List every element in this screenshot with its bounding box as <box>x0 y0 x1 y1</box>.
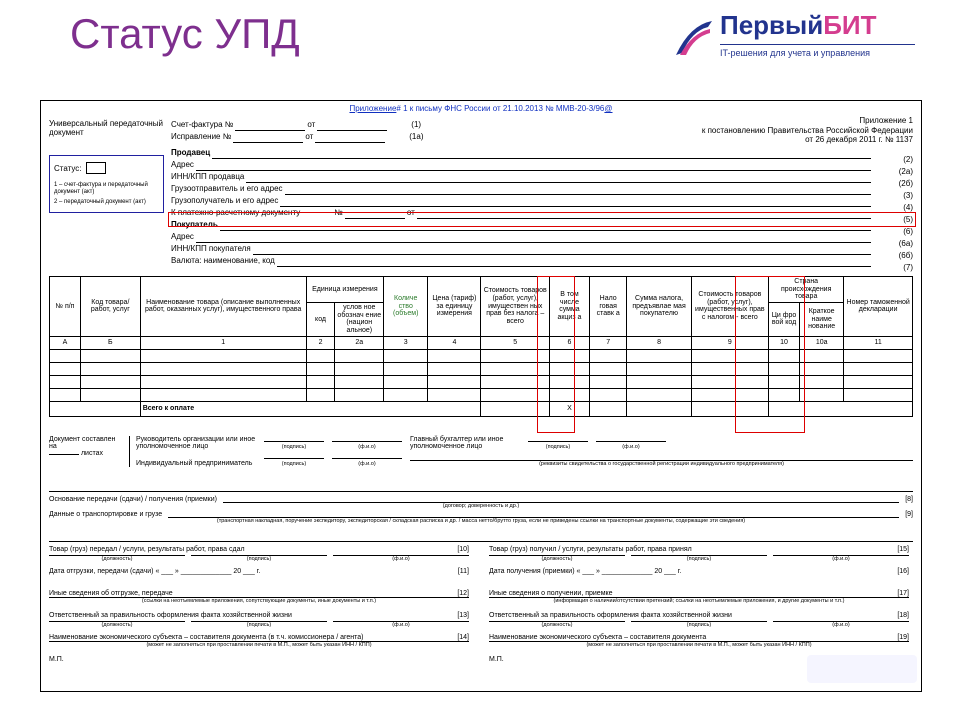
logo-tagline: IT-решения для учета и управления <box>720 44 915 58</box>
page-title: Статус УПД <box>70 10 300 58</box>
basis-block: Основание передачи (сдачи) / получения (… <box>49 496 913 524</box>
header-fields: Счет-фактура №от(1) Исправление №от(1а) … <box>171 119 871 267</box>
left-header-block: Универсальный передаточный документ Стат… <box>49 119 164 213</box>
signature-block: Документ составлен на листах Руководител… <box>49 436 913 467</box>
items-table: № п/п Код товара/ работ, услуг Наименова… <box>49 276 913 417</box>
watermark-badge <box>807 655 917 683</box>
status-field[interactable] <box>86 162 106 174</box>
status-note-1: 1 – счет-фактура и передаточный документ… <box>54 182 159 195</box>
logo-text: ПервыйБИТ <box>720 10 876 41</box>
items-table-wrap: № п/п Код товара/ работ, услуг Наименова… <box>49 276 913 417</box>
status-note-2: 2 – передаточный документ (акт) <box>54 199 159 206</box>
doc-type-title: Универсальный передаточный документ <box>49 119 164 137</box>
transfer-receive-block: Товар (груз) передал / услуги, результат… <box>49 546 913 686</box>
status-box: Статус: 1 – счет-фактура и передаточный … <box>49 155 164 213</box>
regulation-reference: Приложение# 1 к письму ФНС России от 21.… <box>41 104 921 113</box>
logo-swoosh-icon <box>670 15 718 63</box>
form-document: Приложение# 1 к письму ФНС России от 21.… <box>40 100 922 692</box>
brand-logo: ПервыйБИТ IT-решения для учета и управле… <box>670 10 920 80</box>
line-refs: (2)(2а)(2б) (3)(4)(5) (6)(6а)(6б) (7) <box>899 154 913 274</box>
